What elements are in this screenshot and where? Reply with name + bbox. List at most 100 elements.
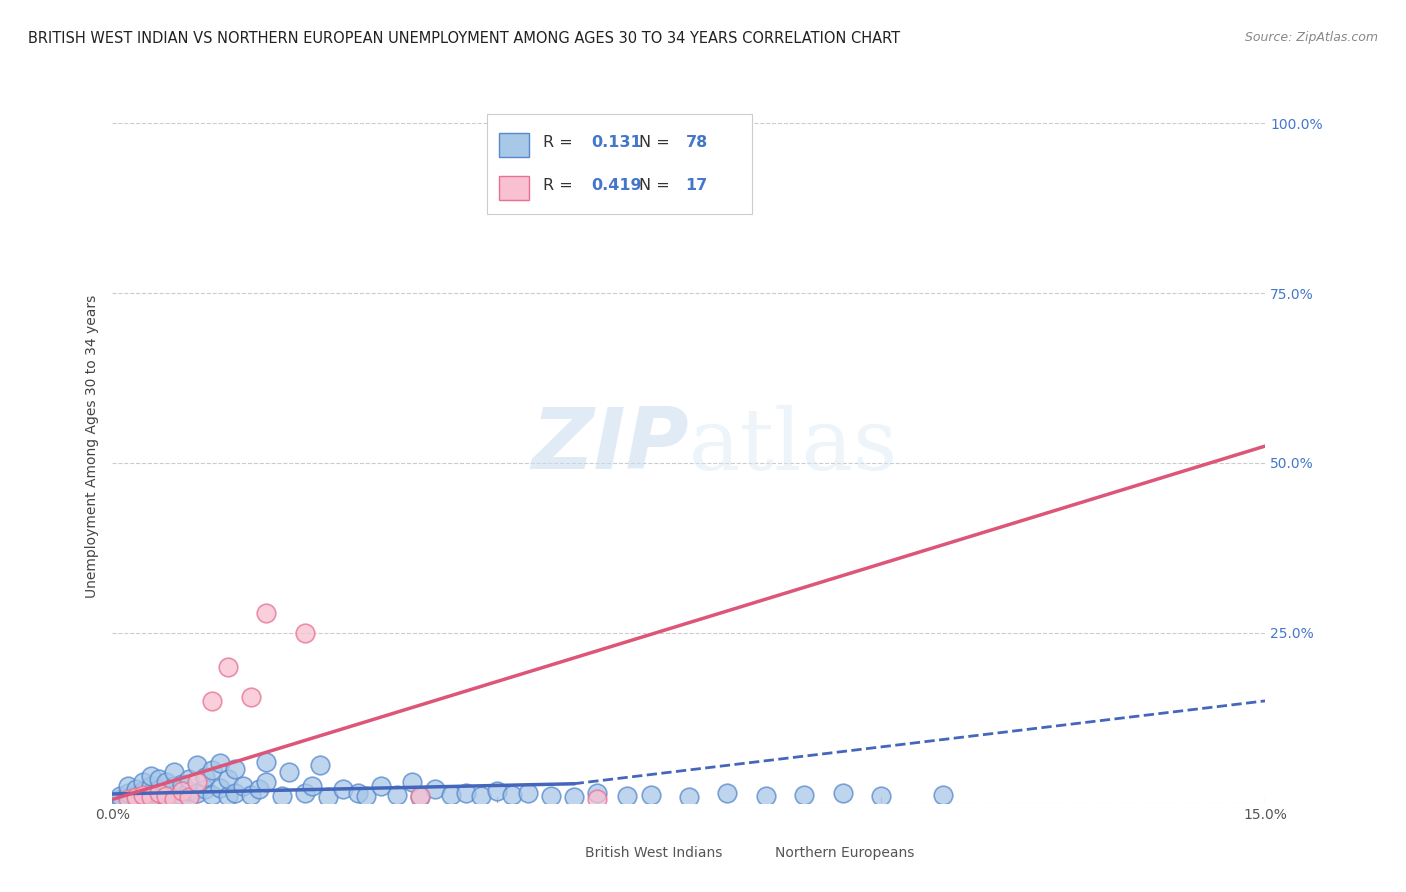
- Point: [124, 792, 146, 806]
- Point: [179, 790, 201, 805]
- Point: [425, 782, 447, 797]
- Point: [209, 780, 232, 795]
- Point: [201, 788, 224, 802]
- Text: N =: N =: [640, 136, 671, 150]
- Point: [793, 788, 815, 802]
- Point: [124, 790, 146, 805]
- Point: [163, 792, 186, 806]
- Point: [201, 694, 224, 708]
- Text: Source: ZipAtlas.com: Source: ZipAtlas.com: [1244, 31, 1378, 45]
- Point: [254, 775, 277, 789]
- FancyBboxPatch shape: [488, 114, 752, 214]
- Text: BRITISH WEST INDIAN VS NORTHERN EUROPEAN UNEMPLOYMENT AMONG AGES 30 TO 34 YEARS : BRITISH WEST INDIAN VS NORTHERN EUROPEAN…: [28, 31, 900, 46]
- Point: [616, 789, 638, 803]
- Point: [454, 786, 477, 800]
- Point: [278, 765, 301, 780]
- Point: [516, 786, 538, 800]
- Point: [585, 786, 607, 800]
- Point: [132, 783, 155, 797]
- Text: atlas: atlas: [689, 404, 898, 488]
- Point: [409, 789, 432, 803]
- Point: [870, 789, 893, 803]
- Point: [186, 758, 208, 772]
- Point: [209, 756, 232, 771]
- Point: [132, 790, 155, 805]
- Point: [217, 789, 239, 803]
- Point: [254, 606, 277, 620]
- Point: [108, 789, 131, 803]
- Point: [239, 690, 262, 705]
- Y-axis label: Unemployment Among Ages 30 to 34 years: Unemployment Among Ages 30 to 34 years: [86, 294, 100, 598]
- Point: [163, 788, 186, 802]
- Point: [217, 772, 239, 786]
- Point: [347, 786, 370, 800]
- Point: [170, 789, 193, 803]
- Point: [117, 779, 139, 793]
- Point: [117, 786, 139, 800]
- Point: [186, 775, 208, 789]
- Point: [931, 788, 953, 802]
- Point: [678, 790, 700, 805]
- Point: [409, 790, 432, 805]
- Point: [132, 775, 155, 789]
- Point: [170, 777, 193, 791]
- Point: [194, 770, 217, 784]
- Point: [332, 782, 354, 797]
- Point: [316, 790, 339, 805]
- Point: [179, 783, 201, 797]
- Point: [270, 789, 292, 803]
- Point: [139, 786, 162, 800]
- Point: [385, 788, 408, 802]
- Point: [108, 792, 131, 806]
- Point: [155, 783, 177, 797]
- Text: 78: 78: [686, 136, 707, 150]
- Point: [148, 789, 170, 803]
- Point: [247, 782, 270, 797]
- FancyBboxPatch shape: [738, 842, 769, 865]
- Text: ZIP: ZIP: [531, 404, 689, 488]
- Text: 17: 17: [686, 178, 707, 193]
- Point: [124, 788, 146, 802]
- Point: [124, 782, 146, 797]
- Point: [117, 790, 139, 805]
- Point: [831, 786, 853, 800]
- Text: Northern Europeans: Northern Europeans: [776, 846, 915, 860]
- Text: R =: R =: [543, 178, 572, 193]
- Point: [716, 786, 738, 800]
- Point: [294, 786, 316, 800]
- Text: N =: N =: [640, 178, 671, 193]
- Point: [440, 788, 463, 802]
- Point: [254, 755, 277, 769]
- Point: [139, 769, 162, 783]
- Point: [155, 789, 177, 803]
- Point: [163, 779, 186, 793]
- Point: [294, 626, 316, 640]
- Point: [132, 788, 155, 802]
- Point: [117, 792, 139, 806]
- Point: [301, 779, 323, 793]
- Point: [370, 779, 392, 793]
- Point: [401, 775, 423, 789]
- Text: R =: R =: [543, 136, 572, 150]
- Point: [354, 789, 377, 803]
- Point: [540, 789, 562, 803]
- Point: [155, 790, 177, 805]
- Point: [179, 772, 201, 786]
- FancyBboxPatch shape: [499, 133, 529, 157]
- Point: [309, 758, 332, 772]
- Point: [139, 792, 162, 806]
- Point: [148, 782, 170, 797]
- Point: [186, 786, 208, 800]
- Point: [163, 765, 186, 780]
- Point: [562, 790, 585, 805]
- Point: [501, 788, 523, 802]
- FancyBboxPatch shape: [499, 176, 529, 200]
- Point: [485, 783, 508, 797]
- Point: [148, 786, 170, 800]
- Point: [201, 763, 224, 777]
- FancyBboxPatch shape: [548, 842, 578, 865]
- Text: 0.131: 0.131: [591, 136, 641, 150]
- Text: 0.419: 0.419: [591, 178, 641, 193]
- Point: [170, 783, 193, 797]
- Point: [755, 789, 778, 803]
